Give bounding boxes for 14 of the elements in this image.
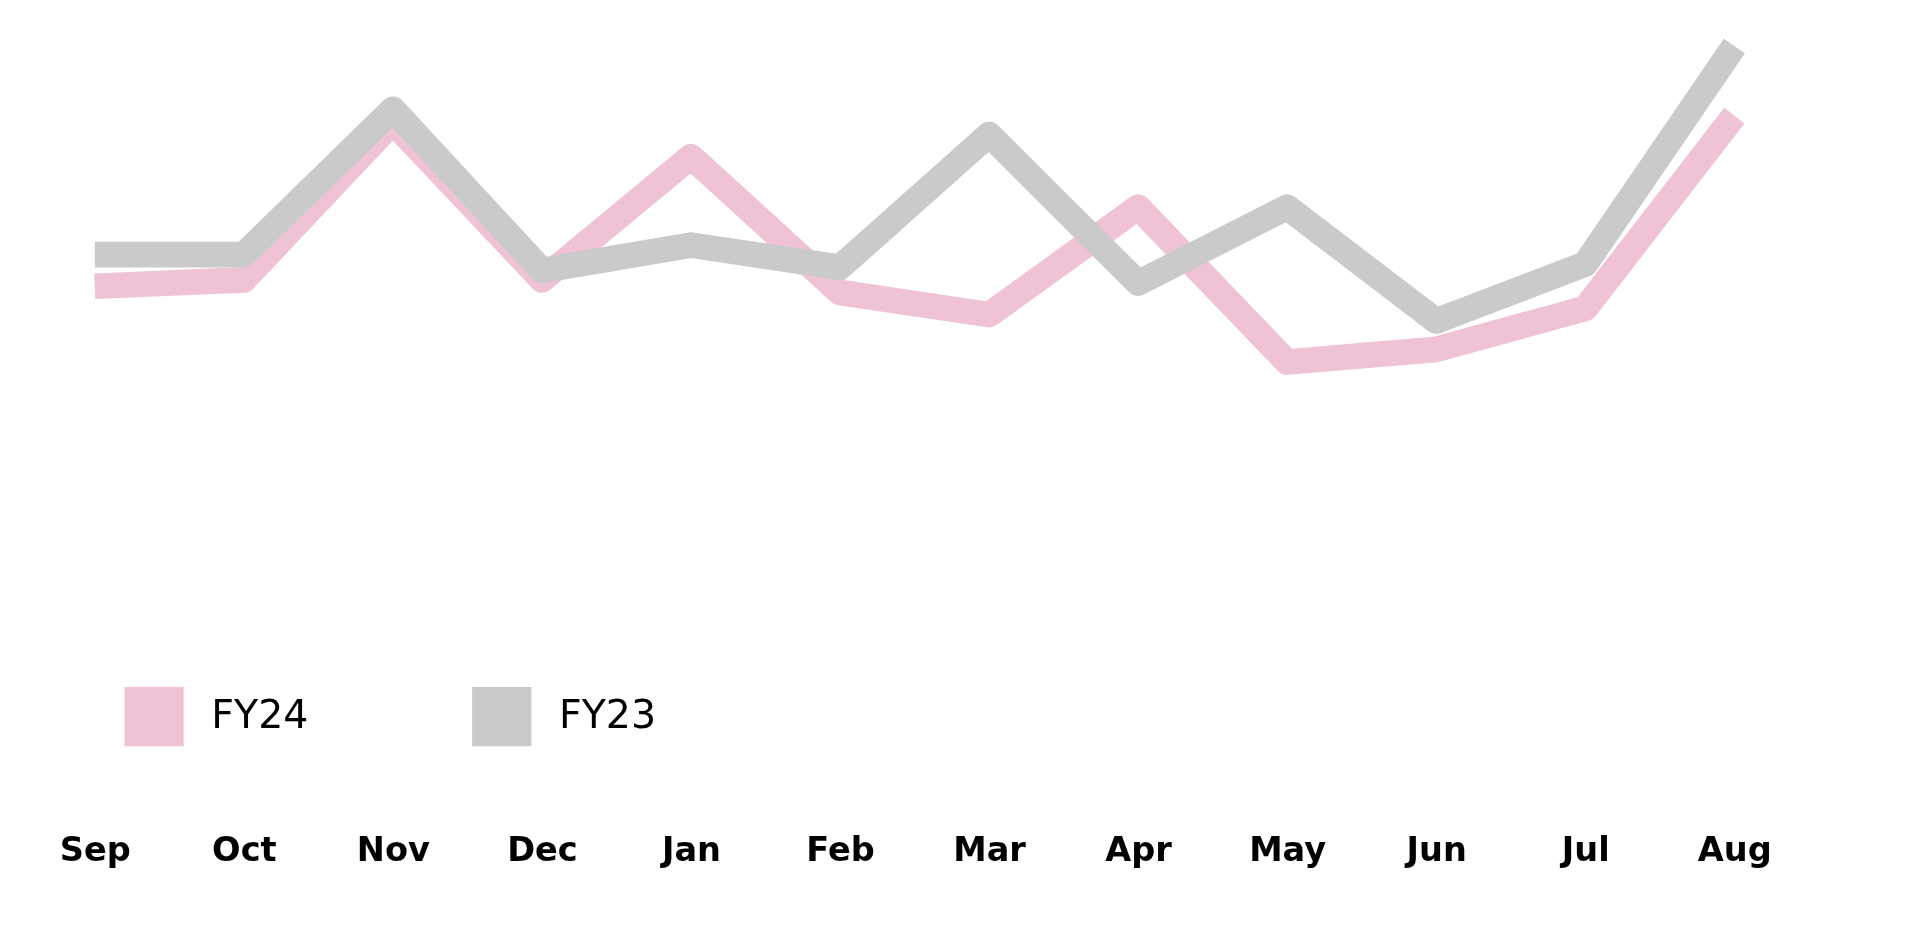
x-tick-label: Jun xyxy=(1404,830,1467,870)
x-tick-label: Aug xyxy=(1697,830,1772,870)
x-tick-label: Oct xyxy=(212,830,277,870)
x-tick-label: Mar xyxy=(953,830,1027,870)
x-tick-label: Dec xyxy=(507,830,578,870)
x-tick-label: May xyxy=(1249,830,1327,870)
legend-label: FY23 xyxy=(559,691,657,738)
x-tick-label: Sep xyxy=(59,830,131,870)
x-tick-label: Jan xyxy=(659,830,722,870)
legend-label: FY24 xyxy=(211,691,309,738)
x-tick-label: Jul xyxy=(1559,830,1610,870)
x-tick-label: Nov xyxy=(356,830,431,870)
x-tick-label: Feb xyxy=(806,830,875,870)
x-tick-label: Apr xyxy=(1105,830,1173,870)
